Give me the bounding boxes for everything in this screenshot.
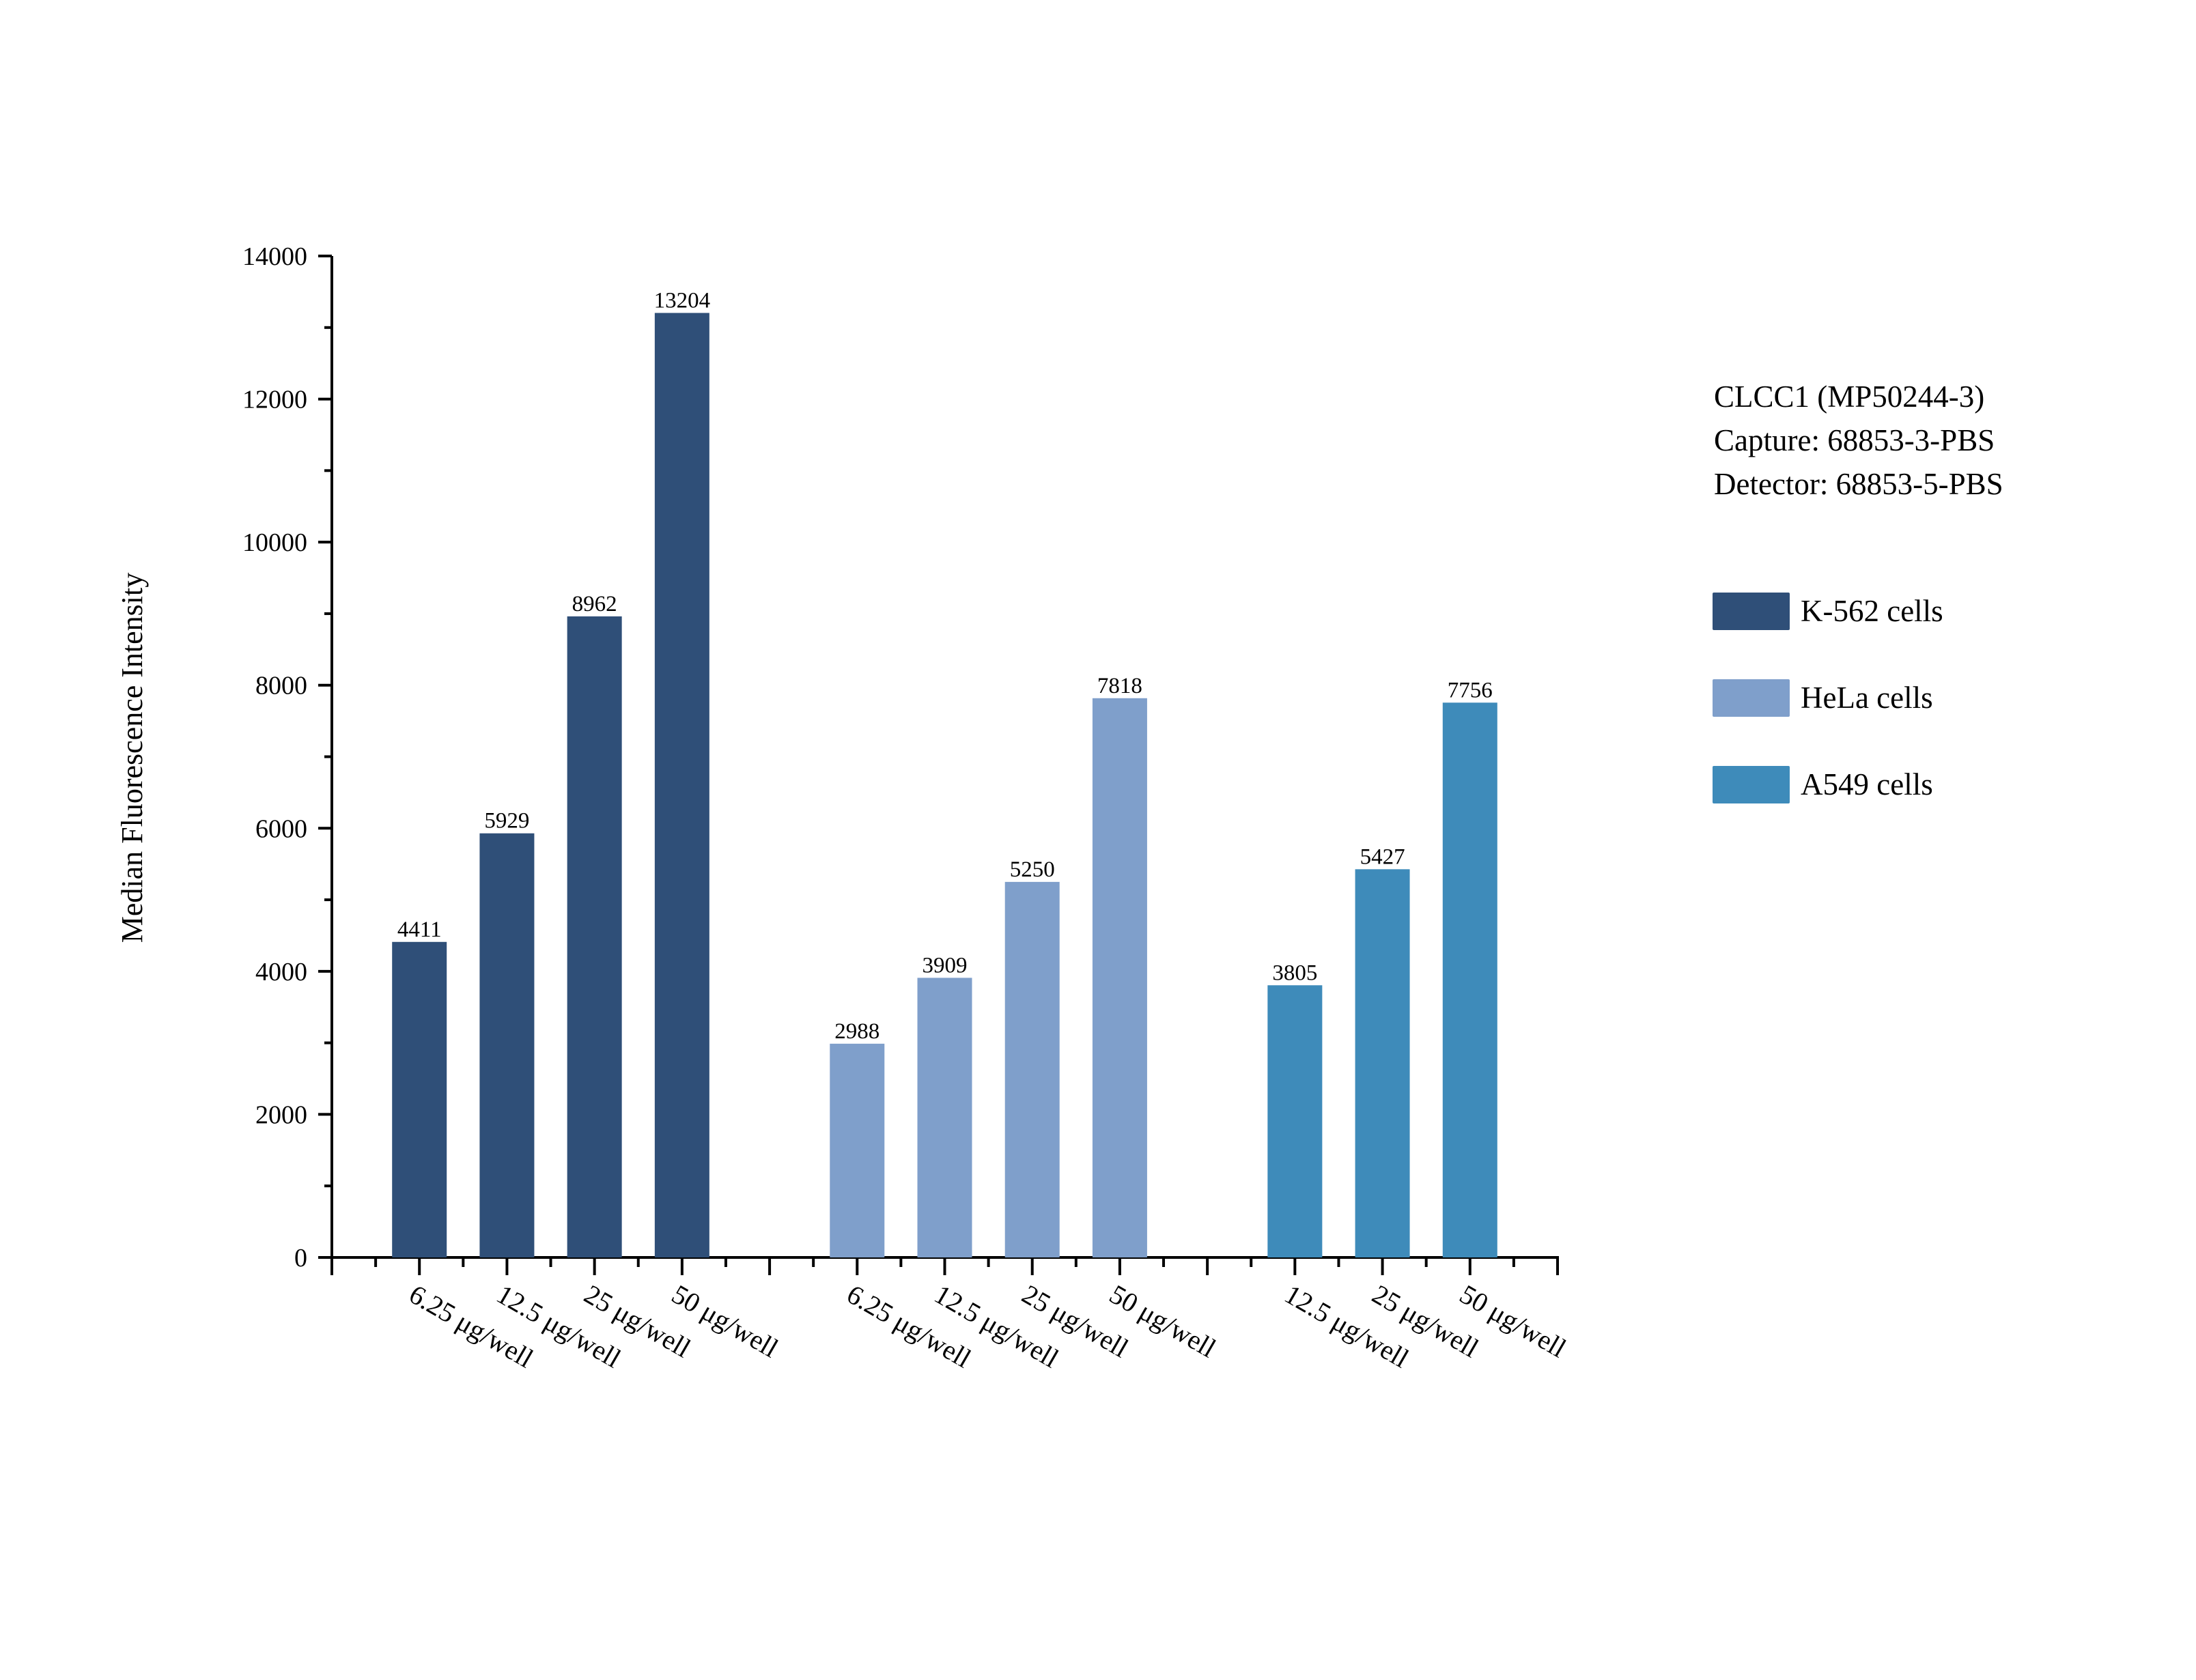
bar [1267, 985, 1323, 1257]
data-label: 3805 [1272, 960, 1317, 985]
legend-swatch [1713, 593, 1790, 630]
data-label: 3909 [923, 953, 968, 978]
data-label: 7756 [1448, 678, 1493, 702]
legend-label: A549 cells [1801, 767, 1933, 801]
y-tick-label: 12000 [242, 386, 307, 414]
bar [1355, 869, 1410, 1257]
bar [654, 313, 709, 1257]
y-tick-label: 6000 [255, 814, 307, 843]
annotation: CLCC1 (MP50244-3) Capture: 68853-3-PBS Det… [1714, 380, 2003, 501]
data-label: 5929 [484, 809, 529, 834]
bar [567, 616, 622, 1257]
annotation-line: CLCC1 (MP50244-3) [1714, 380, 1984, 414]
legend: K-562 cells HeLa cells A549 cells [1713, 593, 1943, 803]
legend-swatch [1713, 679, 1790, 717]
bar [1092, 698, 1147, 1257]
legend-label: K-562 cells [1801, 594, 1943, 628]
bar [479, 833, 535, 1257]
y-axis-label: Median Fluorescence Intensity [115, 573, 149, 943]
data-label: 5427 [1360, 844, 1405, 869]
data-label: 7818 [1097, 674, 1142, 698]
annotation-line: Detector: 68853-5-PBS [1714, 467, 2003, 501]
data-label: 8962 [572, 592, 617, 616]
legend-swatch [1713, 766, 1790, 803]
y-tick-label: 8000 [255, 672, 307, 700]
bar [1004, 881, 1060, 1257]
data-label: 5250 [1010, 857, 1055, 882]
legend-label: HeLa cells [1801, 681, 1933, 715]
data-label: 13204 [654, 288, 711, 313]
y-tick-label: 10000 [242, 528, 307, 557]
data-label: 4411 [397, 917, 442, 942]
data-label: 2988 [834, 1019, 879, 1044]
bar [917, 978, 972, 1257]
y-tick-label: 2000 [255, 1100, 307, 1129]
y-tick-label: 4000 [255, 958, 307, 986]
bar [1442, 702, 1497, 1257]
axes: 0 2000 4000 6000 8000 10000 12000 14000 [242, 242, 1559, 1275]
bar [392, 941, 447, 1257]
bars [392, 313, 1497, 1257]
y-tick-label: 0 [294, 1244, 307, 1272]
y-tick-label: 14000 [242, 242, 307, 271]
annotation-line: Capture: 68853-3-PBS [1714, 423, 1995, 457]
bar [830, 1043, 885, 1257]
